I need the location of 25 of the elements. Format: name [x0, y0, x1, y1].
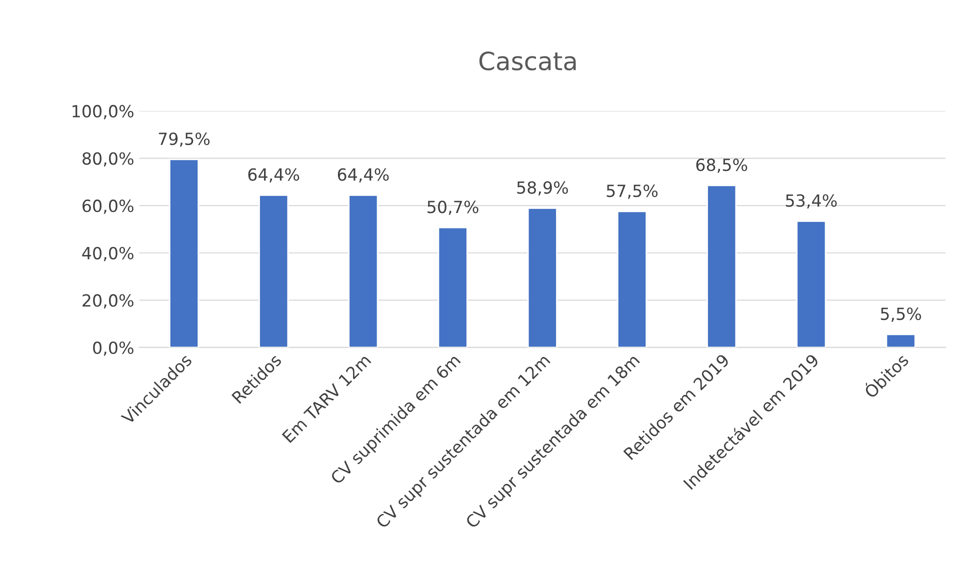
bar [527, 207, 558, 348]
data-label: 68,5% [696, 158, 748, 173]
data-label: 53,4% [786, 194, 837, 209]
bar [706, 184, 737, 348]
y-tick-label: 0,0% [93, 341, 134, 356]
y-tick-label: 20,0% [82, 294, 134, 308]
bar [258, 194, 289, 348]
bar [796, 220, 826, 348]
data-label: 50,7% [428, 200, 478, 215]
bar [438, 226, 468, 348]
data-label: 58,9% [517, 181, 568, 196]
bar [348, 194, 378, 348]
y-tick-label: 60,0% [82, 200, 134, 214]
chart-title: Cascata [479, 52, 576, 70]
bar [886, 334, 916, 348]
data-label: 79,5% [158, 132, 210, 147]
bar [616, 210, 648, 348]
data-label: 64,4% [248, 168, 300, 183]
data-label: 64,4% [338, 168, 389, 183]
data-label: 5,5% [880, 308, 922, 322]
data-label: 57,5% [606, 184, 658, 199]
y-tick-label: 40,0% [82, 246, 134, 262]
bar [168, 158, 200, 348]
y-tick-label: 80,0% [82, 152, 134, 167]
y-tick-label: 100,0% [72, 104, 134, 120]
